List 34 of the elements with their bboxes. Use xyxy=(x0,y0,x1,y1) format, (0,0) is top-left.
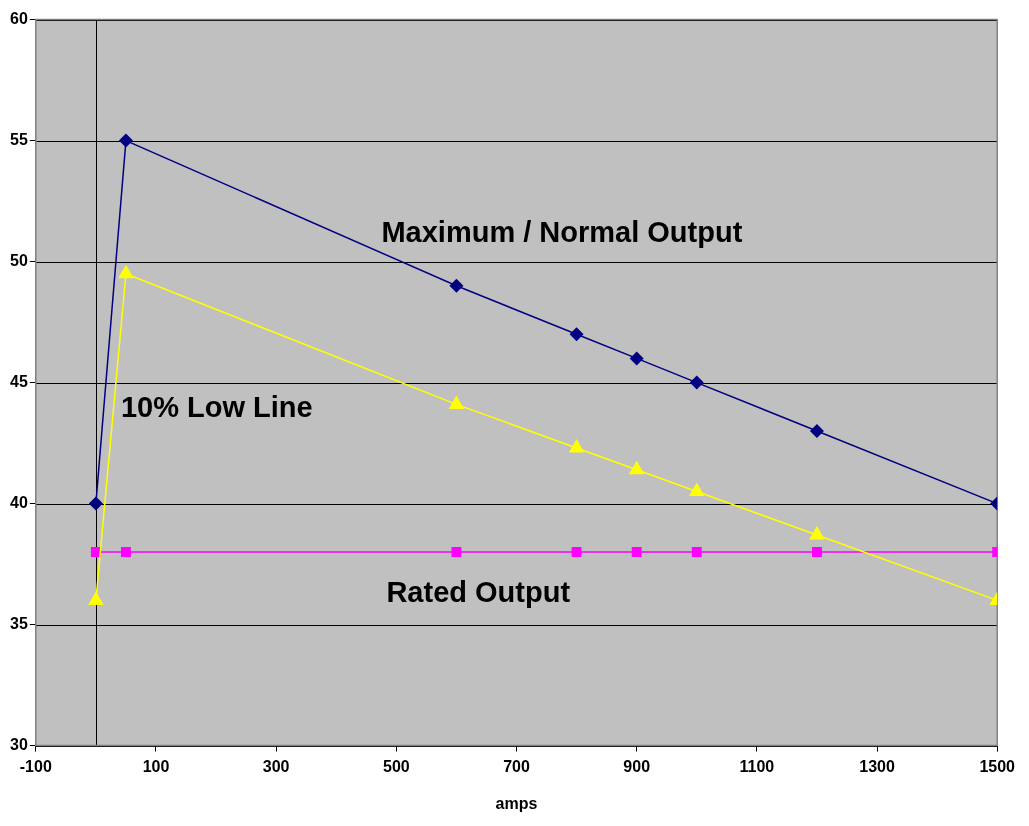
point xyxy=(811,547,822,557)
point xyxy=(88,496,103,511)
point xyxy=(451,547,462,557)
y-tick-label: 60 xyxy=(10,10,28,28)
x-tick-label: 300 xyxy=(262,757,290,775)
series-label: 10% Low Line xyxy=(120,390,313,423)
y-tick-label: 40 xyxy=(10,494,28,512)
y-tick-label: 55 xyxy=(10,131,28,149)
point xyxy=(809,526,825,540)
x-tick-label: -100 xyxy=(19,757,52,775)
point xyxy=(631,547,642,557)
x-tick-label: 700 xyxy=(503,757,530,775)
y-tick-label: 35 xyxy=(10,615,28,633)
x-tick-label: 100 xyxy=(142,757,170,775)
x-tick-label: 1300 xyxy=(859,757,895,775)
x-tick-label: 500 xyxy=(382,757,410,775)
point xyxy=(449,278,464,293)
x-tick-label: 1100 xyxy=(739,757,775,775)
y-tick-label: 45 xyxy=(10,373,28,391)
point xyxy=(691,547,702,557)
y-tick-label: 30 xyxy=(10,736,28,754)
x-axis-title: amps xyxy=(495,794,538,812)
x-tick-label: 900 xyxy=(623,757,651,775)
point xyxy=(118,133,133,148)
y-tick-label: 50 xyxy=(10,252,28,270)
point xyxy=(569,327,584,342)
point xyxy=(571,547,582,557)
point xyxy=(120,547,131,557)
series-label: Maximum / Normal Output xyxy=(381,215,743,248)
series-label: Rated Output xyxy=(386,576,571,608)
point xyxy=(689,375,704,390)
x-tick-label: 1500 xyxy=(979,757,1016,775)
point xyxy=(629,351,644,366)
point xyxy=(809,424,824,438)
